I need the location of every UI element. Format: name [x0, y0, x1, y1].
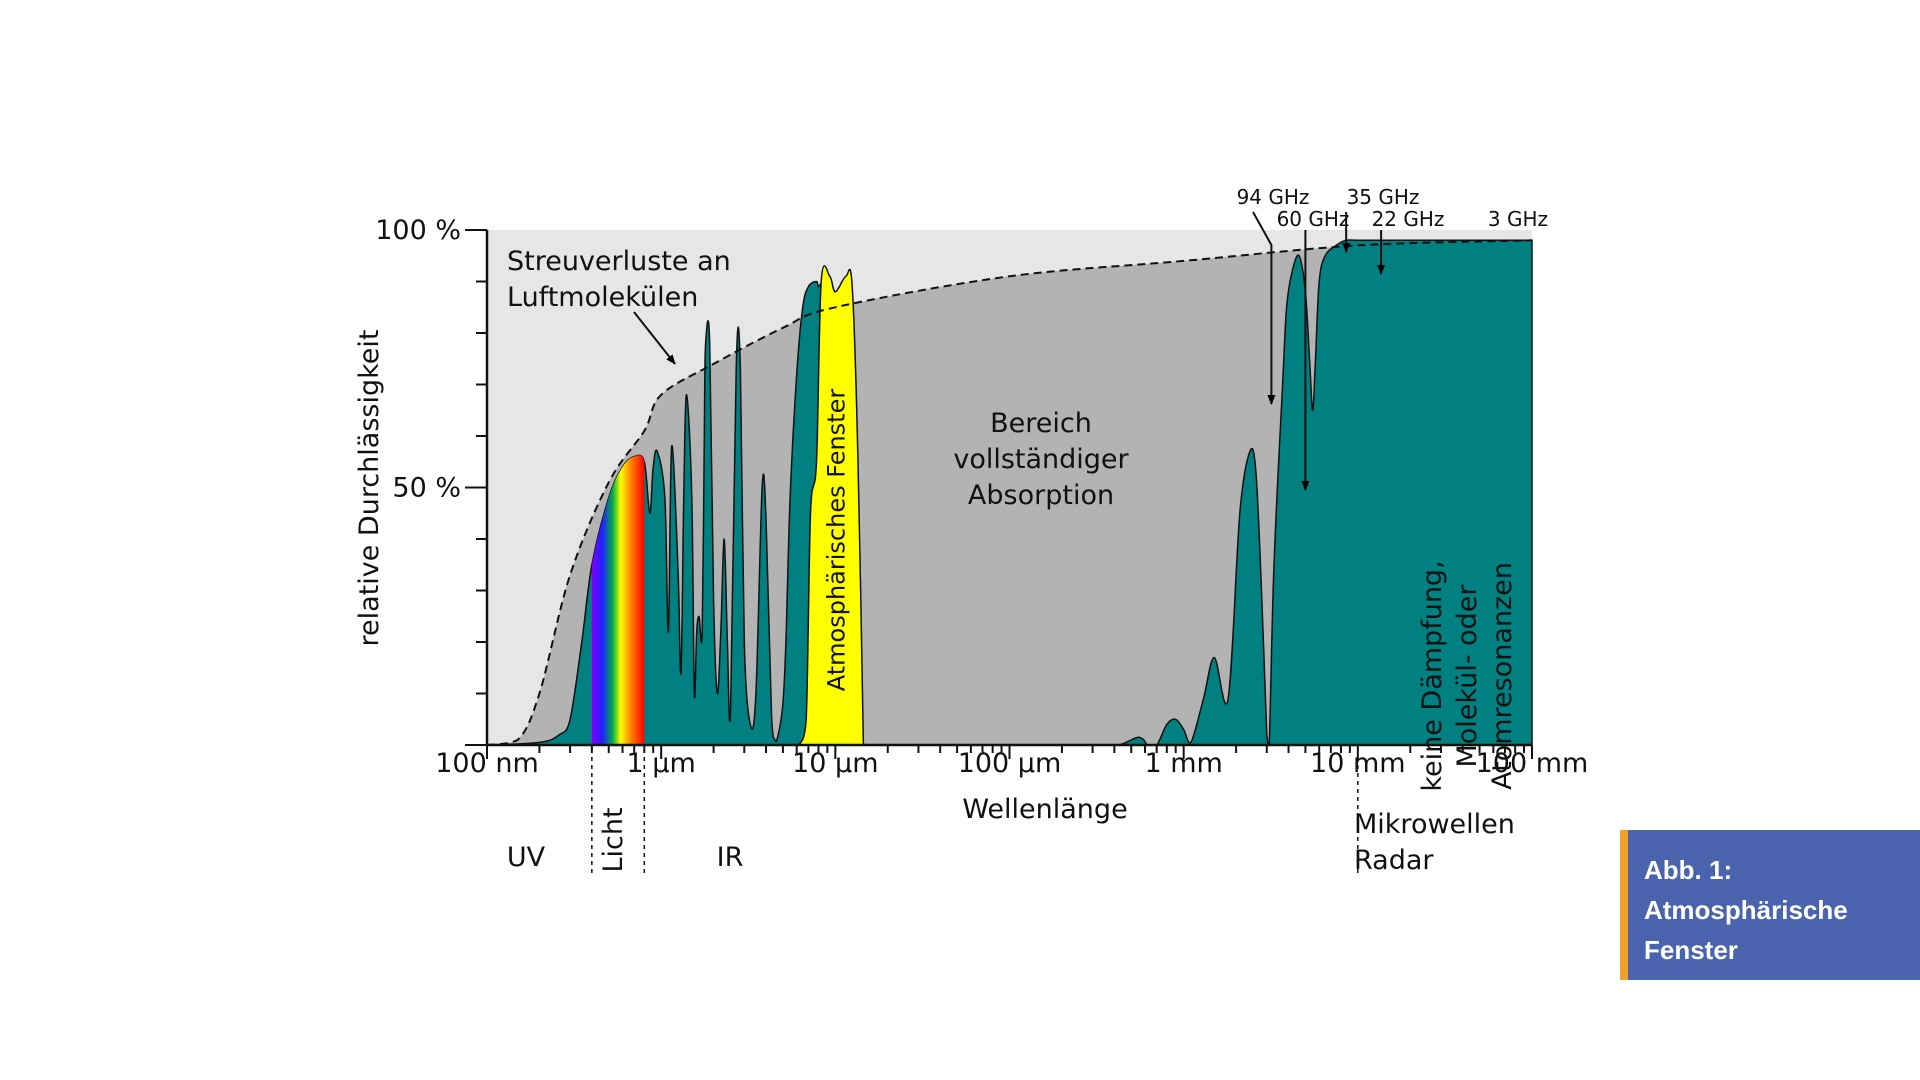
- x-tick-label: 100 nm: [435, 748, 539, 779]
- annotation-atmospheric-window: Atmosphärisches Fenster: [822, 389, 850, 692]
- freq-label-60ghz: 60 GHz: [1277, 207, 1350, 231]
- atmospheric-window-band: [798, 265, 865, 746]
- y-axis-label: relative Durchlässigkeit: [354, 330, 385, 647]
- scattering-arrow: [633, 311, 676, 365]
- x-tick-label: 1 µm: [627, 748, 696, 779]
- transmission-area: [486, 239, 1533, 746]
- annotation-absorption-2: vollständiger: [953, 444, 1129, 475]
- region-label-mikrowellen: Mikrowellen: [1354, 809, 1515, 840]
- x-tick-label: 10 µm: [792, 748, 878, 779]
- region-label-radar: Radar: [1354, 845, 1434, 876]
- freq-label-94ghz: 94 GHz: [1237, 185, 1310, 209]
- region-label-uv: UV: [507, 842, 546, 873]
- x-axis-label: Wellenlänge: [962, 794, 1127, 825]
- y-tick-label: 100 %: [375, 215, 461, 246]
- annotation-absorption-1: Bereich: [990, 408, 1092, 439]
- annotation-scattering-cont: Luftmolekülen: [507, 282, 698, 313]
- scattering-envelope-line: [486, 239, 1533, 746]
- x-tick-label: 1 mm: [1144, 748, 1222, 779]
- x-tick-label: 100 mm: [1476, 748, 1589, 779]
- annotation-no-damping-1: keine Dämpfung,: [1417, 560, 1448, 791]
- figure-caption: Abb. 1: Atmosphärische Fenster: [1620, 830, 1920, 980]
- y-tick-label: 50 %: [392, 473, 461, 504]
- region-label-ir: IR: [717, 842, 744, 873]
- region-label-licht: Licht: [598, 807, 629, 872]
- annotation-no-damping-3: Atomresonanzen: [1487, 562, 1518, 790]
- annotation-scattering: Streuverluste an: [507, 246, 731, 277]
- caption-title: Atmosphärische: [1644, 895, 1848, 925]
- freq-label-35ghz: 35 GHz: [1347, 185, 1420, 209]
- freq-label-22ghz: 22 GHz: [1372, 207, 1445, 231]
- annotation-absorption-3: Absorption: [968, 480, 1114, 511]
- arrow-94ghz: [1252, 211, 1276, 405]
- annotation-no-damping-2: Molekül- oder: [1452, 584, 1483, 768]
- x-tick-label: 100 µm: [958, 748, 1062, 779]
- freq-label-3ghz: 3 GHz: [1488, 207, 1548, 231]
- caption-title-cont: Fenster: [1644, 935, 1738, 965]
- caption-number: Abb. 1:: [1644, 855, 1733, 885]
